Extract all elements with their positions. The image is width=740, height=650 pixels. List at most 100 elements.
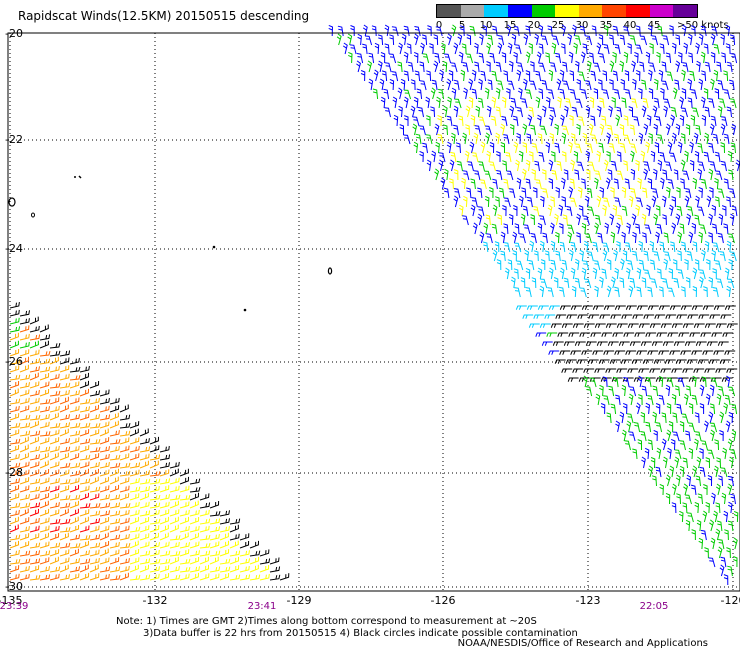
wind-barb bbox=[229, 524, 239, 533]
wind-barb bbox=[29, 406, 40, 413]
wind-barb bbox=[538, 24, 544, 37]
wind-barb bbox=[643, 123, 649, 136]
wind-barb bbox=[501, 116, 508, 127]
wind-barb bbox=[686, 512, 694, 523]
wind-barb bbox=[613, 89, 621, 100]
wind-barb bbox=[474, 125, 481, 136]
wind-barb bbox=[199, 534, 211, 541]
wind-barb bbox=[554, 142, 560, 154]
wind-barb bbox=[69, 500, 79, 509]
wind-barb bbox=[676, 403, 683, 415]
wind-barb bbox=[139, 501, 150, 509]
wind-barb bbox=[649, 368, 661, 373]
wind-barb bbox=[149, 532, 159, 541]
wind-barb bbox=[479, 231, 485, 244]
wind-barb bbox=[569, 70, 575, 82]
wind-barb bbox=[269, 566, 281, 573]
wind-barb bbox=[558, 204, 564, 217]
wind-barb bbox=[360, 70, 366, 82]
wind-barb bbox=[39, 350, 51, 357]
wind-barb bbox=[594, 368, 606, 373]
wind-barb bbox=[518, 195, 524, 208]
wind-barb bbox=[522, 314, 534, 319]
wind-barb bbox=[229, 540, 239, 549]
wind-barb bbox=[590, 115, 596, 127]
wind-barb bbox=[612, 25, 619, 37]
legend-swatch bbox=[673, 5, 698, 17]
wind-barb bbox=[731, 123, 736, 136]
wind-barb bbox=[709, 422, 718, 433]
wind-barb bbox=[602, 89, 610, 100]
wind-barb bbox=[431, 150, 436, 163]
wind-barb bbox=[29, 316, 39, 325]
wind-barb bbox=[69, 534, 81, 541]
wind-barb bbox=[589, 96, 595, 109]
wind-barb bbox=[587, 206, 595, 217]
wind-barb bbox=[717, 232, 724, 244]
wind-barb bbox=[438, 152, 446, 163]
wind-barb bbox=[119, 445, 130, 453]
wind-barb bbox=[668, 204, 674, 217]
wind-barb bbox=[706, 341, 718, 346]
wind-barb bbox=[149, 494, 161, 501]
wind-barb bbox=[591, 25, 597, 37]
wind-barb bbox=[209, 550, 221, 557]
wind-barb bbox=[470, 204, 476, 217]
wind-barb bbox=[69, 548, 79, 557]
wind-barb bbox=[641, 105, 647, 118]
wind-barb bbox=[491, 96, 497, 109]
wind-barb bbox=[653, 251, 660, 262]
wind-barb bbox=[640, 411, 646, 424]
wind-barb bbox=[239, 565, 250, 573]
wind-barb bbox=[623, 377, 630, 388]
wind-barb bbox=[478, 52, 485, 64]
wind-barb bbox=[638, 394, 643, 406]
wind-barb bbox=[716, 457, 721, 469]
wind-barb bbox=[470, 114, 476, 127]
wind-barb bbox=[49, 350, 61, 357]
west-swath-barbs bbox=[9, 302, 290, 581]
wind-barb bbox=[643, 161, 650, 172]
wind-barb bbox=[19, 526, 30, 533]
wind-barb bbox=[602, 197, 610, 208]
wind-barb bbox=[627, 43, 632, 55]
wind-barb bbox=[714, 439, 719, 451]
wind-barb bbox=[592, 305, 604, 310]
wind-barb bbox=[632, 448, 638, 460]
wind-barb bbox=[716, 393, 722, 406]
wind-barb bbox=[362, 24, 368, 37]
wind-barb bbox=[9, 516, 19, 525]
wind-barb bbox=[19, 461, 30, 469]
wind-barb bbox=[389, 53, 397, 64]
wind-barb bbox=[589, 377, 597, 388]
wind-barb bbox=[641, 187, 648, 199]
wind-barb bbox=[129, 540, 139, 549]
wind-barb bbox=[403, 134, 411, 145]
wind-barb bbox=[531, 143, 538, 154]
wind-barb bbox=[29, 334, 41, 341]
wind-barb bbox=[537, 133, 543, 145]
wind-barb bbox=[580, 51, 586, 64]
wind-barb bbox=[496, 170, 503, 181]
wind-barb bbox=[709, 123, 715, 136]
wind-barb bbox=[690, 114, 696, 127]
wind-barb bbox=[726, 106, 732, 118]
wind-speed-legend: 0 5 10 15 20 25 30 35 40 45 >50 knots bbox=[436, 4, 736, 32]
wind-barb bbox=[19, 397, 30, 405]
wind-barb bbox=[609, 213, 615, 226]
legend-label: 25 bbox=[551, 20, 565, 31]
wind-barb bbox=[621, 186, 627, 199]
wind-barb bbox=[680, 178, 685, 190]
wind-barb bbox=[400, 78, 406, 91]
wind-barb bbox=[691, 529, 696, 541]
wind-barb bbox=[49, 445, 60, 453]
wind-barb bbox=[139, 510, 151, 517]
wind-barb bbox=[658, 305, 670, 310]
wind-barb bbox=[29, 486, 41, 493]
wind-barb bbox=[697, 168, 703, 181]
wind-barb bbox=[602, 204, 607, 217]
wind-barb bbox=[661, 195, 667, 208]
wind-barb bbox=[685, 519, 691, 532]
wind-barb bbox=[677, 231, 683, 244]
wind-barb bbox=[453, 105, 459, 118]
